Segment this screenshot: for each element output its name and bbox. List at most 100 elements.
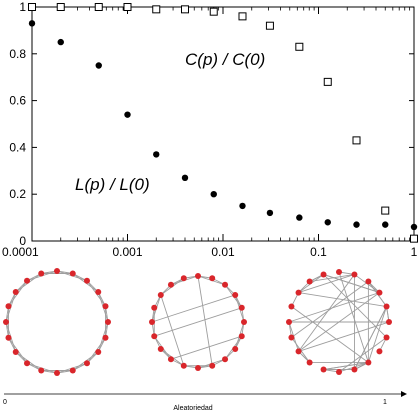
network-node [149, 319, 155, 325]
network-edge [323, 274, 387, 338]
y-tick-label: 0.6 [9, 94, 26, 108]
y-tick-label: 1 [19, 0, 26, 14]
randomness-axis-title: Aleatoriedad [173, 405, 212, 412]
point-clustering [28, 3, 36, 11]
network-node [83, 277, 90, 284]
network-edge [197, 275, 213, 366]
network-node [320, 366, 327, 373]
network-node [238, 333, 245, 340]
network-node [151, 304, 158, 311]
network-node [222, 281, 229, 288]
network-edge [309, 274, 355, 282]
network-node [54, 370, 60, 376]
point-path-length [324, 219, 331, 226]
point-clustering [295, 42, 304, 51]
network-edge [288, 292, 380, 323]
plot-frame [31, 6, 415, 242]
network-node [83, 360, 90, 367]
point-path-length [210, 191, 217, 198]
network-node [24, 277, 31, 284]
network-node [351, 366, 358, 373]
point-clustering [94, 3, 103, 11]
network-node [69, 270, 76, 277]
y-tick-label: 0.8 [9, 47, 26, 61]
network-node [209, 275, 216, 282]
network-node [180, 362, 187, 369]
network-node [232, 346, 239, 353]
point-clustering [180, 5, 189, 14]
network-node [180, 275, 187, 282]
network-edge [298, 292, 387, 307]
point-clustering [265, 21, 274, 30]
network-node [336, 369, 342, 375]
network-regular [3, 268, 111, 376]
point-clustering [209, 7, 218, 16]
network-node [286, 319, 292, 325]
network-node [365, 359, 372, 366]
network-node [386, 319, 392, 325]
network-node [12, 289, 19, 296]
y-tick-label: 0 [19, 234, 26, 248]
network-node [295, 348, 302, 355]
network-diagrams [3, 268, 392, 376]
x-tick-label: 0.0001 [2, 245, 39, 259]
network-node [232, 291, 239, 298]
network-node [306, 278, 313, 285]
network-node [288, 334, 295, 341]
network-random [286, 269, 392, 375]
network-node [195, 273, 201, 279]
point-clustering [381, 206, 390, 215]
network-node [54, 268, 60, 274]
network-node [295, 289, 302, 296]
randomness-axis-end-label: 1 [383, 399, 387, 406]
network-edge [298, 274, 355, 294]
y-tick-label: 0.2 [9, 187, 26, 201]
randomness-axis-start-label: 0 [3, 399, 7, 406]
point-clustering [352, 136, 361, 145]
network-node [365, 278, 372, 285]
network-node [38, 270, 45, 277]
network-edge [291, 306, 369, 363]
network-node [222, 356, 229, 363]
network-node [195, 365, 201, 371]
network-edge [298, 321, 390, 352]
network-node [102, 303, 109, 310]
network-node [157, 291, 164, 298]
network-node [241, 319, 247, 325]
network-node [376, 348, 383, 355]
point-clustering [323, 77, 332, 86]
annotation-clustering: C(p) / C(0) [185, 50, 265, 69]
network-node [320, 271, 327, 278]
network-node [306, 359, 313, 366]
network-node [38, 367, 45, 374]
network-edge [367, 306, 387, 363]
network-node [102, 334, 109, 341]
network-edge [338, 337, 387, 373]
network-edge [291, 281, 369, 338]
network-edge [298, 274, 355, 352]
network-node [351, 271, 358, 278]
network-edge [323, 274, 380, 294]
point-clustering [56, 3, 65, 11]
network-edge [170, 335, 242, 360]
network-node [336, 269, 342, 275]
network-node [3, 319, 9, 325]
point-path-length [353, 221, 360, 228]
network-node [288, 303, 295, 310]
network-edge [154, 307, 242, 337]
point-path-length [410, 223, 418, 231]
randomness-axis-arrowhead [401, 391, 407, 397]
x-tick-label: 1 [411, 245, 418, 259]
network-node [167, 356, 174, 363]
network-edge [323, 362, 369, 370]
point-path-length [181, 174, 189, 182]
x-tick-label: 0.01 [211, 245, 235, 259]
network-node [5, 303, 12, 310]
point-path-length [57, 38, 64, 46]
point-path-length [382, 221, 389, 228]
network-small-world [149, 273, 247, 371]
scatter-plot: 0 0.2 0.4 0.6 0.8 1 0.0001 0.001 0.01 0.1 1 [2, 0, 418, 259]
network-node [376, 289, 383, 296]
point-path-length [153, 151, 160, 158]
